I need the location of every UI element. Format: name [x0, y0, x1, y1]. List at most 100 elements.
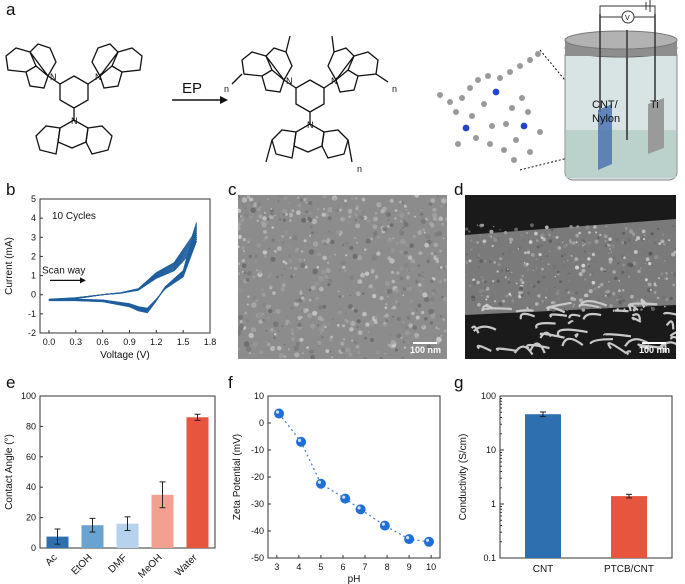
sem-film-grain — [536, 267, 538, 269]
sem-grain — [391, 270, 395, 274]
sem-fiber — [526, 343, 550, 350]
sem-fiber — [472, 325, 497, 332]
sem-film-grain — [476, 241, 479, 244]
x-tick-label: 1.5 — [177, 337, 190, 347]
sem-grain — [331, 208, 334, 211]
sem-film-grain — [552, 235, 556, 239]
sem-film-grain — [674, 275, 676, 277]
sem-grain — [363, 261, 365, 264]
sem-grain — [297, 203, 302, 208]
sem-film-grain — [644, 296, 646, 299]
sem-grain — [268, 308, 273, 314]
sem-film-grain — [640, 308, 643, 311]
sem-film-grain — [660, 239, 665, 244]
sem-film-grain — [627, 238, 632, 242]
sem-grain — [335, 208, 339, 212]
sem-grain — [317, 208, 320, 211]
sem-grain — [241, 197, 248, 203]
sem-grain — [306, 201, 308, 204]
contact-angle-chart: 0 20 40 60 80 100 Contact Angle (°) Ac EtOH DMF Me… — [4, 391, 216, 581]
sem-grain — [270, 208, 273, 211]
sem-film-grain — [532, 269, 534, 271]
sem-grain — [284, 268, 286, 270]
bar-water — [186, 417, 209, 548]
sem-film-grain — [508, 292, 512, 296]
sem-film-grain — [538, 242, 541, 245]
sem-film-grain — [561, 241, 563, 243]
sem-film-grain — [481, 223, 485, 227]
sem-grain — [417, 264, 421, 268]
panel-letter-c: c — [228, 180, 237, 199]
sem-grain — [259, 205, 262, 209]
sem-film-grain — [469, 239, 473, 243]
sem-grain — [440, 204, 443, 208]
sem-grain — [238, 330, 242, 336]
sem-grain — [316, 265, 320, 269]
x-tick-label: 1.8 — [204, 337, 217, 347]
sem-grain — [386, 225, 390, 228]
sem-fiber — [513, 345, 534, 356]
sem-grain — [296, 210, 301, 216]
sem-film-grain — [645, 257, 650, 262]
sem-grain — [409, 299, 414, 304]
sem-grain — [299, 337, 304, 342]
x-tick-label: 0.0 — [43, 337, 56, 347]
sem-grain — [345, 254, 348, 257]
panel-letter-b: b — [6, 180, 16, 199]
sem-film-grain — [537, 280, 541, 284]
sem-film-grain — [672, 247, 676, 251]
sem-film-grain — [629, 263, 634, 268]
x-tick-label: 3 — [274, 562, 279, 572]
sem-film-grain — [638, 226, 642, 231]
sem-grain — [374, 278, 377, 281]
sem-grain — [435, 315, 439, 319]
sem-fiber — [669, 331, 676, 337]
sem-fiber — [481, 304, 495, 312]
sem-film-grain — [540, 235, 542, 237]
sem-grain — [281, 283, 286, 288]
sem-grain — [436, 231, 442, 237]
sem-grain — [379, 357, 383, 359]
sem-grain — [288, 254, 291, 258]
sem-grain — [425, 234, 431, 240]
sem-film-grain — [471, 295, 476, 300]
sem-grain — [326, 261, 330, 264]
sem-fiber — [483, 307, 512, 311]
sem-grain — [314, 280, 320, 287]
sem-grain — [426, 255, 431, 260]
sem-film-grain — [621, 289, 625, 292]
svg-text:N: N — [95, 72, 102, 82]
sem-film-grain — [529, 223, 534, 228]
sem-grain — [399, 266, 404, 271]
sem-grain — [413, 204, 415, 206]
sem-film-grain — [588, 252, 590, 254]
sem-film-grain — [661, 233, 665, 236]
sem-film-grain — [641, 284, 643, 286]
sem-grain — [303, 215, 305, 217]
sem-film-grain — [635, 239, 638, 242]
panel-letter-e: e — [6, 373, 16, 392]
sem-grain — [241, 202, 246, 208]
sem-grain — [341, 218, 343, 221]
sem-grain — [376, 202, 382, 208]
sem-grain — [364, 336, 367, 340]
sem-film-grain — [625, 229, 628, 232]
sem-grain — [403, 222, 409, 228]
sem-film-grain — [572, 305, 575, 308]
sem-grain — [414, 195, 419, 198]
sem-grain — [407, 285, 410, 287]
plot-frame — [499, 395, 673, 559]
sem-grain — [344, 311, 348, 315]
sem-grain — [266, 198, 269, 201]
sem-grain — [297, 298, 303, 303]
sem-film-grain — [570, 296, 575, 301]
data-point-highlight — [425, 538, 430, 542]
sem-grain — [413, 215, 416, 218]
sem-film-grain — [623, 256, 626, 259]
sem-film-grain — [511, 299, 515, 303]
sem-film-grain — [599, 282, 604, 287]
sem-grain — [329, 350, 332, 353]
sem-film-grain — [567, 259, 569, 261]
sem-grain — [295, 195, 299, 197]
sem-grain — [246, 303, 249, 306]
